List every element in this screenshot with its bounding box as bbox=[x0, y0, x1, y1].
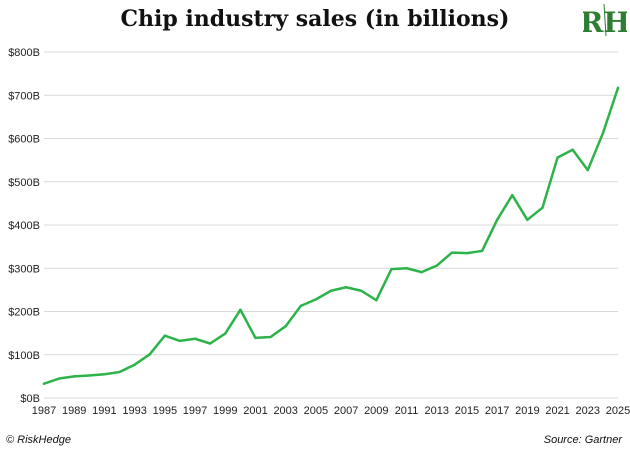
data-point bbox=[73, 375, 76, 378]
y-tick-label: $0B bbox=[20, 393, 40, 405]
source-text: Source: Gartner bbox=[543, 434, 622, 446]
data-point bbox=[344, 286, 348, 289]
x-tick-label: 1987 bbox=[32, 405, 56, 417]
x-tick-label: 2011 bbox=[395, 405, 419, 417]
data-point bbox=[586, 168, 589, 172]
data-point bbox=[390, 267, 393, 271]
data-point bbox=[269, 335, 272, 339]
data-point bbox=[541, 206, 544, 209]
data-point bbox=[450, 251, 454, 254]
x-tick-label: 1991 bbox=[92, 405, 116, 417]
y-tick-label: $200B bbox=[8, 307, 40, 319]
x-tick-label: 2025 bbox=[606, 405, 630, 417]
series-layer bbox=[42, 86, 620, 385]
data-point bbox=[420, 270, 423, 274]
data-point bbox=[526, 218, 529, 222]
chart-title: Chip industry sales (in billions) bbox=[120, 6, 510, 32]
data-point bbox=[133, 363, 136, 366]
data-point bbox=[465, 251, 469, 255]
data-point bbox=[299, 304, 302, 308]
data-point bbox=[601, 132, 605, 135]
data-point bbox=[103, 373, 106, 376]
x-axis-ticks: 1987 1989 1991 1993 1995 1997 1999 2001 2003 2005… bbox=[32, 405, 630, 417]
x-tick-label: 2005 bbox=[304, 405, 328, 417]
credit-text: © RiskHedge bbox=[6, 434, 71, 446]
x-tick-label: 1997 bbox=[183, 405, 207, 417]
gridlines bbox=[44, 51, 618, 399]
data-point bbox=[208, 342, 212, 345]
x-tick-label: 2017 bbox=[485, 405, 509, 417]
data-point bbox=[254, 336, 257, 340]
data-point bbox=[42, 382, 46, 385]
x-tick-label: 2003 bbox=[273, 405, 297, 417]
x-tick-label: 2007 bbox=[334, 405, 358, 417]
data-point bbox=[495, 218, 499, 222]
x-tick-label: 2019 bbox=[515, 405, 539, 417]
x-tick-label: 2015 bbox=[455, 405, 479, 417]
data-point bbox=[480, 249, 484, 253]
series-line bbox=[42, 86, 620, 385]
data-point bbox=[57, 377, 61, 380]
data-point bbox=[511, 193, 514, 197]
x-tick-label: 2001 bbox=[243, 405, 267, 417]
x-tick-label: 1995 bbox=[153, 405, 177, 417]
x-tick-label: 2021 bbox=[545, 405, 569, 417]
data-point bbox=[239, 308, 242, 311]
y-tick-label: $100B bbox=[8, 350, 40, 362]
data-point bbox=[178, 339, 182, 343]
data-point bbox=[616, 86, 620, 90]
riskhedge-logo: RH bbox=[583, 3, 627, 38]
data-point bbox=[405, 267, 408, 270]
data-point bbox=[314, 298, 318, 301]
y-tick-label: $800B bbox=[8, 47, 40, 59]
data-point bbox=[375, 299, 378, 302]
x-tick-label: 2009 bbox=[364, 405, 388, 417]
data-point bbox=[224, 332, 227, 335]
data-point bbox=[571, 148, 574, 151]
x-tick-label: 2013 bbox=[424, 405, 448, 417]
y-tick-label: $300B bbox=[8, 263, 40, 275]
x-tick-label: 2023 bbox=[576, 405, 600, 417]
data-point bbox=[556, 156, 559, 159]
x-tick-label: 1999 bbox=[213, 405, 237, 417]
x-tick-label: 1993 bbox=[122, 405, 146, 417]
data-point bbox=[88, 374, 91, 377]
y-tick-label: $600B bbox=[8, 134, 40, 146]
x-tick-label: 1989 bbox=[62, 405, 86, 417]
data-point bbox=[360, 289, 363, 292]
data-point bbox=[118, 370, 121, 374]
data-point bbox=[329, 289, 333, 292]
y-axis-ticks: $0B $100B $200B $300B $400B $500B $600B $700B $8… bbox=[8, 47, 40, 405]
data-point bbox=[435, 264, 438, 267]
data-point bbox=[163, 334, 167, 337]
y-tick-label: $400B bbox=[8, 220, 40, 232]
y-tick-label: $700B bbox=[8, 90, 40, 102]
data-point bbox=[284, 325, 287, 328]
logo-stroke bbox=[603, 3, 607, 37]
data-point bbox=[193, 337, 197, 340]
y-tick-label: $500B bbox=[8, 177, 40, 189]
data-point bbox=[148, 353, 151, 356]
